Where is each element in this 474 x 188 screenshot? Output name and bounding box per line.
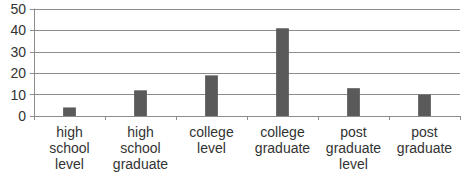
- svg-text:level: level: [197, 140, 226, 156]
- svg-text:20: 20: [10, 65, 26, 81]
- svg-text:10: 10: [10, 87, 26, 103]
- svg-text:0: 0: [18, 108, 26, 124]
- svg-text:college: college: [189, 124, 234, 140]
- svg-text:college: college: [260, 124, 305, 140]
- svg-text:high: high: [56, 124, 82, 140]
- svg-text:graduate: graduate: [255, 140, 310, 156]
- svg-text:level: level: [55, 156, 84, 172]
- svg-text:high: high: [127, 124, 153, 140]
- svg-text:school: school: [49, 140, 89, 156]
- svg-text:50: 50: [10, 1, 26, 17]
- svg-text:level: level: [339, 156, 368, 172]
- svg-text:graduate: graduate: [113, 156, 168, 172]
- svg-text:post: post: [411, 124, 438, 140]
- svg-text:30: 30: [10, 44, 26, 60]
- svg-text:40: 40: [10, 22, 26, 38]
- svg-text:school: school: [120, 140, 160, 156]
- svg-text:post: post: [340, 124, 367, 140]
- svg-text:graduate: graduate: [326, 140, 381, 156]
- svg-text:graduate: graduate: [397, 140, 452, 156]
